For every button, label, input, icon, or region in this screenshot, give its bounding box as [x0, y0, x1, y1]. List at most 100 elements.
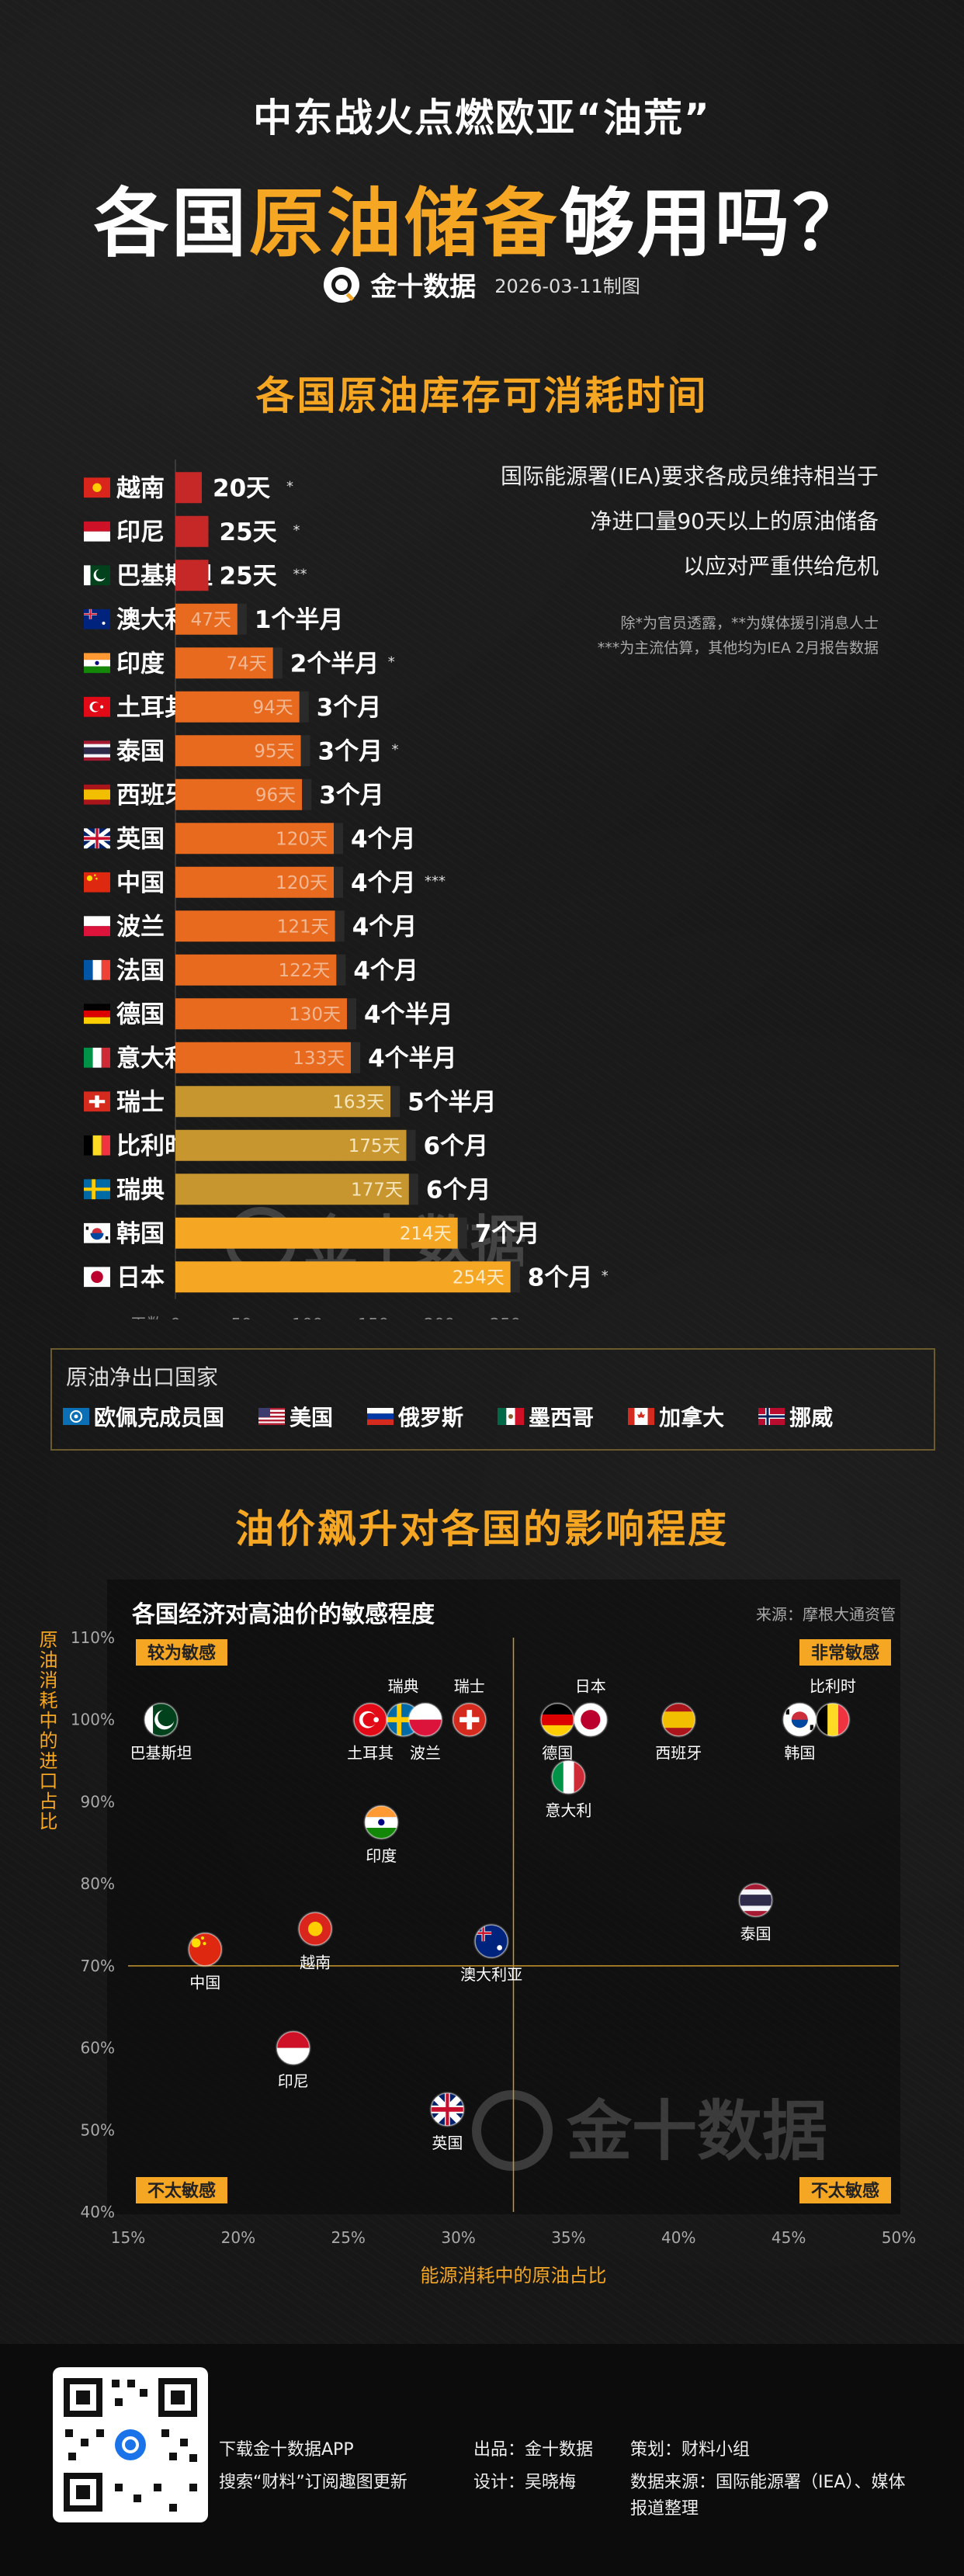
canada-flag-icon: [628, 1408, 655, 1425]
bar: [175, 866, 334, 898]
point-label: 越南: [300, 1953, 331, 1971]
scatter-point: [430, 2092, 465, 2127]
point-label: 日本: [575, 1677, 606, 1696]
qr-code[interactable]: [53, 2367, 208, 2522]
point-halo: [539, 1701, 576, 1738]
exporter-opec: 欧佩克成员国: [63, 1401, 224, 1432]
flag-icon: [84, 653, 110, 674]
point-label: 澳大利亚: [460, 1965, 522, 1984]
bar: [175, 1261, 511, 1293]
footer-source2: 报道整理: [630, 2499, 699, 2519]
bar: [175, 910, 335, 942]
category-label: 越南: [116, 474, 165, 502]
bar-value-label: 96天: [255, 785, 296, 806]
y-tick-label: 110%: [71, 1628, 115, 1647]
point-halo: [363, 1804, 400, 1840]
flag-icon: [84, 608, 110, 629]
quadrant-top-right-bg: [799, 1639, 891, 1666]
title-post: 够用吗？: [560, 180, 870, 267]
y-tick-label: 60%: [81, 2039, 115, 2058]
scatter-title: 各国经济对高油价的敏感程度: [132, 1601, 435, 1628]
footer-planner: 策划：财料小组: [630, 2440, 751, 2460]
chart-date: 2026-03-11制图: [494, 276, 640, 297]
watermark: 金十数据: [472, 2090, 827, 2171]
bar-end-label: 4个月: [351, 825, 416, 853]
bar-value-label: 163天: [332, 1092, 384, 1112]
point-halo: [385, 1701, 421, 1738]
bar-end-label: 6个月: [424, 1132, 489, 1160]
bar-end-cap: [334, 866, 343, 898]
exporter-label: 俄罗斯: [398, 1405, 464, 1430]
bar: [175, 560, 209, 591]
bar-end-cap: [336, 954, 346, 986]
bar-end-label: 2个半月: [290, 650, 380, 678]
x-tick-label: 0: [170, 1316, 180, 1320]
bar-end-label: 4个月: [352, 913, 418, 941]
scatter-point: [540, 1702, 574, 1737]
bar: [175, 691, 300, 723]
bar-end-cap: [457, 1217, 467, 1249]
exporter-label: 墨西哥: [529, 1405, 595, 1430]
bar-value-label: 120天: [276, 873, 328, 893]
flag-icon: [84, 1179, 110, 1200]
point-label: 瑞典: [388, 1677, 419, 1696]
page-subtitle: 中东战火点燃欧亚“油荒”: [253, 95, 711, 140]
bar-end-cap: [272, 647, 283, 679]
point-halo: [275, 2030, 311, 2066]
category-label: 韩国: [116, 1220, 165, 1248]
bar-end-cap: [351, 1042, 361, 1073]
quadrant-bottom-right-bg: [799, 2177, 891, 2203]
flag-icon: [84, 696, 110, 717]
bar: [175, 1217, 458, 1249]
flag-icon: [84, 1047, 110, 1068]
bar-value-label: 177天: [351, 1180, 403, 1200]
quadrant-top-left-bg: [136, 1639, 227, 1666]
y-axis-title: 原油消耗中的进口占比: [36, 1630, 57, 1832]
bar-value-label: 133天: [293, 1049, 345, 1069]
bar-end-label: 25天: [220, 518, 277, 546]
usa-flag-icon: [258, 1408, 286, 1425]
bar-value-label: 130天: [289, 1004, 341, 1025]
point-label: 西班牙: [655, 1744, 702, 1763]
bar-value-label: 95天: [254, 741, 294, 761]
reserve-bar-chart: 金十数据越南20天*印尼25天*巴基斯坦25天**澳大利亚47天1个半月印度74…: [84, 459, 609, 1320]
footer: 下载金十数据APP 搜索“财料”订阅趣图更新 出品：金十数据 设计：吴晓梅 策划…: [0, 2344, 964, 2576]
scatter-point: [364, 1805, 399, 1839]
point-halo: [661, 1701, 697, 1738]
bar-value-label: 175天: [348, 1136, 401, 1156]
bar: [175, 1042, 352, 1073]
bar-end-label: 20天: [213, 474, 270, 502]
x-tick-label: 15%: [111, 2228, 145, 2247]
scatter-panel: [107, 1579, 900, 2214]
scatter-point: [474, 1924, 508, 1958]
bar: [175, 515, 209, 547]
norway-flag-icon: [758, 1408, 785, 1425]
bar-end-cap: [347, 998, 356, 1030]
section-title-impact: 油价飙升对各国的影响程度: [235, 1506, 729, 1551]
point-label: 中国: [189, 1974, 220, 1992]
bar-value-label: 94天: [253, 698, 293, 718]
bar: [175, 735, 301, 767]
bar-end-cap: [300, 735, 310, 767]
scatter-point: [574, 1702, 608, 1737]
flag-icon: [84, 784, 110, 805]
title-pre: 各国: [94, 180, 249, 267]
bar-footnote-mark: **: [293, 566, 307, 582]
bar-end-label: 5个半月: [407, 1088, 497, 1116]
flag-icon: [84, 1222, 110, 1243]
bar-end-label: 3个月: [317, 694, 382, 722]
flag-icon: [84, 1135, 110, 1156]
bar: [175, 647, 273, 679]
bar-end-label: 4个月: [353, 957, 418, 985]
category-label: 波兰: [116, 913, 165, 941]
bar: [175, 1174, 409, 1205]
scatter-point: [551, 1760, 586, 1794]
bar: [175, 1086, 391, 1118]
bar-value-label: 122天: [278, 961, 330, 981]
point-halo: [782, 1701, 818, 1738]
y-tick-label: 100%: [71, 1711, 115, 1729]
y-tick-label: 90%: [81, 1792, 115, 1811]
point-halo: [429, 2091, 466, 2127]
x-tick-label: 150: [358, 1316, 389, 1320]
x-tick-label: 100: [292, 1316, 323, 1320]
